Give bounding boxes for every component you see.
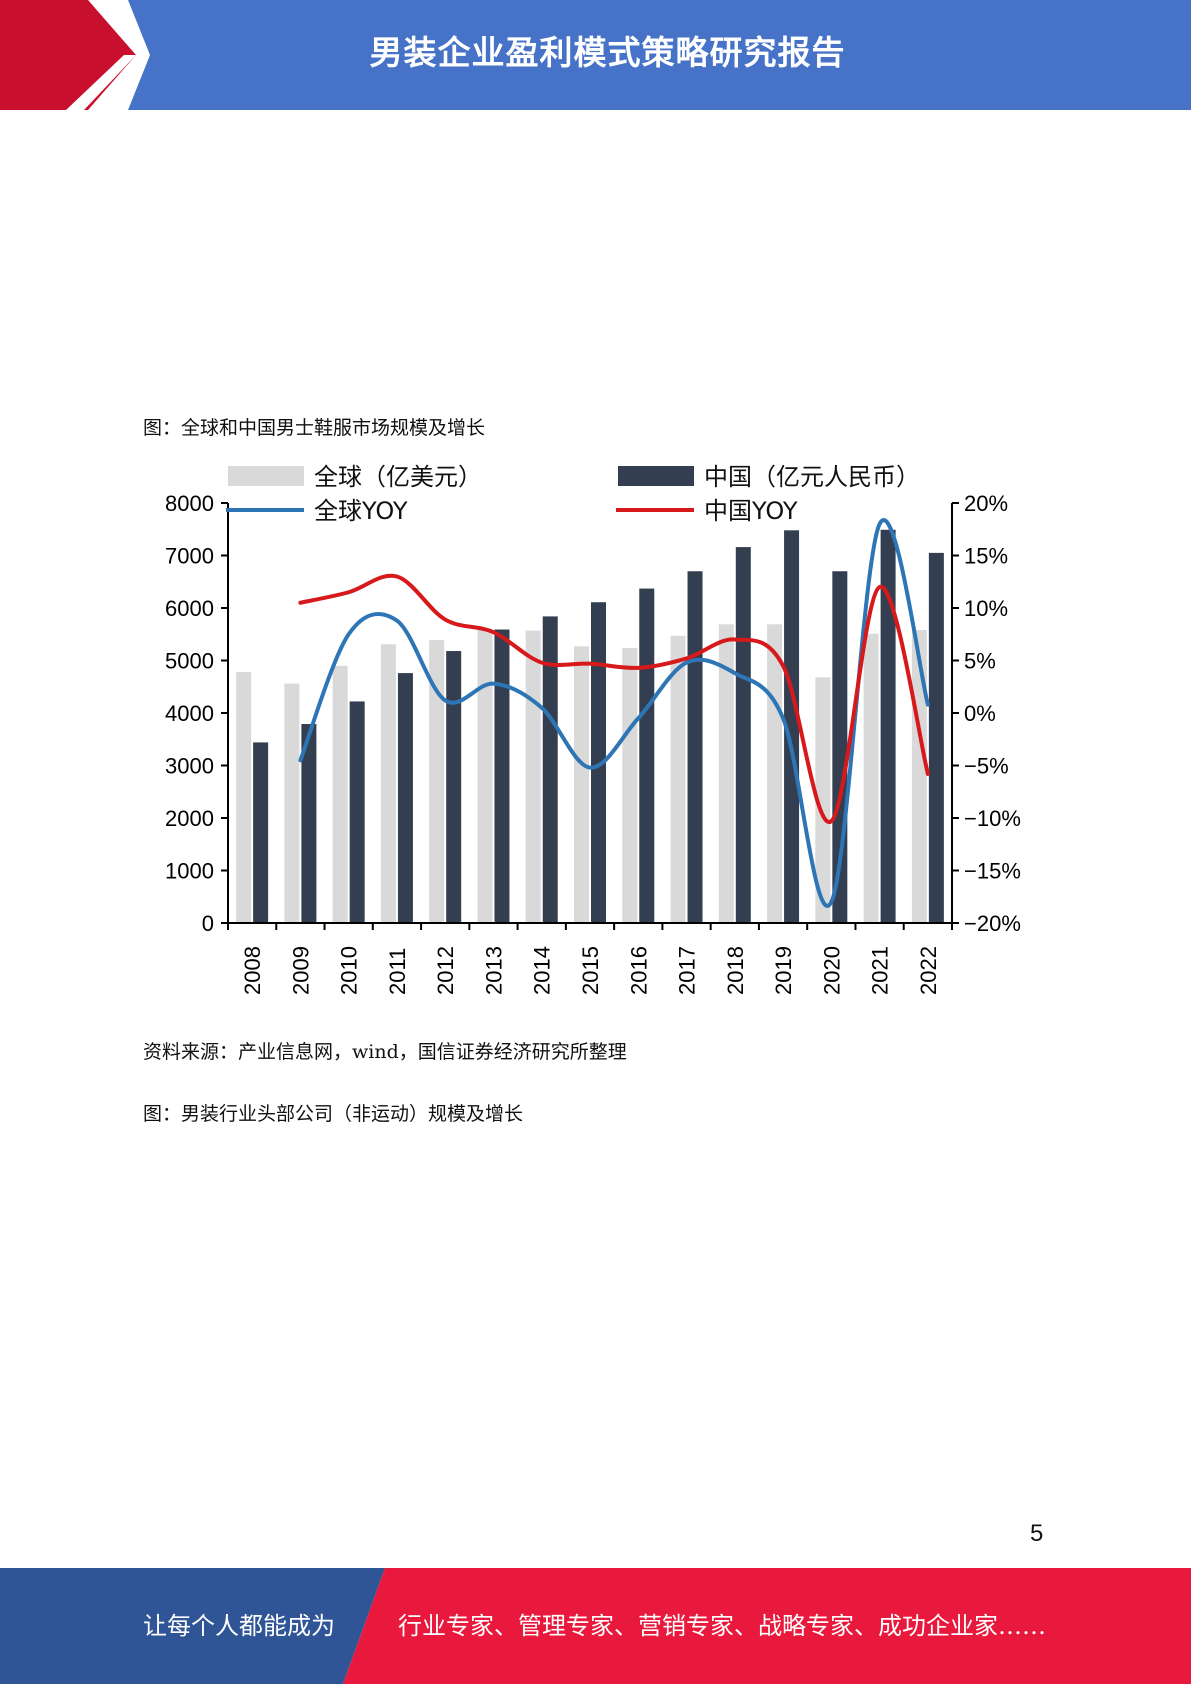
right-tick-label: 20% [964, 491, 1008, 516]
right-tick-label: −20% [964, 911, 1021, 936]
footer-graphic [0, 1568, 1191, 1684]
source-caption: 资料来源：产业信息网，wind，国信证券经济研究所整理 [143, 1041, 627, 1063]
legend-label-3: 中国YOY [704, 497, 798, 525]
footer-left-panel [0, 1568, 385, 1684]
bar-china-2021 [880, 529, 896, 923]
x-tick-label-2009: 2009 [288, 946, 313, 995]
bar-global-2014 [525, 630, 541, 923]
right-tick-label: −5% [964, 754, 1009, 779]
x-tick-label-2011: 2011 [385, 948, 410, 995]
bar-china-2010 [349, 701, 365, 923]
left-tick-label: 7000 [165, 544, 214, 569]
legend-label-2: 全球YOY [314, 497, 408, 525]
left-tick-label: 3000 [165, 754, 214, 779]
legend-label-0: 全球（亿美元） [314, 463, 482, 491]
left-tick-label: 5000 [165, 649, 214, 674]
bar-global-2017 [670, 635, 686, 923]
x-tick-label-2022: 2022 [916, 946, 941, 995]
market-chart-svg: 0 1000 2000 3000 4000 5000 6000 7000 8000 −20% −15… [165, 463, 1021, 995]
legend-label-1: 中国（亿元人民币） [704, 463, 920, 491]
bar-china-2015 [591, 602, 606, 923]
bar-global-2008 [236, 672, 252, 923]
bar-global-2019 [767, 624, 783, 923]
x-tick-label-2017: 2017 [675, 946, 700, 995]
x-tick-label-2021: 2021 [868, 946, 893, 995]
bar-china-2022 [928, 552, 944, 923]
header-graphic [0, 0, 150, 110]
x-tick-label-2014: 2014 [530, 946, 555, 995]
bar-global-2012 [429, 640, 445, 923]
right-tick-label: 0% [964, 701, 996, 726]
bar-global-2022 [911, 630, 927, 923]
bar-china-2018 [735, 547, 751, 923]
page-footer: 让每个人都能成为 行业专家、管理专家、营销专家、战略专家、成功企业家…… [0, 1568, 1191, 1684]
footer-slogan-left: 让每个人都能成为 [143, 1612, 335, 1640]
left-tick-label: 1000 [165, 859, 214, 884]
legend-swatch-0 [228, 466, 304, 486]
bar-china-2019 [784, 530, 800, 923]
bar-global-2010 [332, 665, 348, 923]
right-tick-label: −10% [964, 806, 1021, 831]
x-tick-label-2013: 2013 [481, 946, 506, 995]
right-tick-label: 10% [964, 596, 1008, 621]
bar-china-2014 [542, 616, 558, 923]
bar-global-2015 [574, 646, 589, 923]
left-tick-label: 4000 [165, 701, 214, 726]
right-tick-label: −15% [964, 859, 1021, 884]
x-tick-label-2018: 2018 [723, 946, 748, 995]
footer-slogan-right: 行业专家、管理专家、营销专家、战略专家、成功企业家…… [398, 1612, 1046, 1640]
bar-global-2021 [863, 633, 879, 923]
footer-right-panel [343, 1568, 1191, 1684]
page-header: 男装企业盈利模式策略研究报告 [0, 0, 1191, 110]
bar-global-2018 [718, 624, 734, 923]
left-tick-label: 8000 [165, 491, 214, 516]
bar-china-2011 [397, 673, 413, 923]
x-tick-label-2008: 2008 [240, 946, 265, 995]
bar-global-2011 [380, 644, 396, 923]
bar-global-2013 [477, 629, 493, 923]
header-title: 男装企业盈利模式策略研究报告 [369, 33, 846, 72]
bar-global-2016 [622, 647, 638, 923]
bar-china-2017 [687, 571, 703, 923]
left-tick-label: 2000 [165, 806, 214, 831]
bar-china-2008 [253, 742, 269, 923]
x-tick-label-2010: 2010 [337, 946, 362, 995]
bar-china-2016 [639, 588, 655, 923]
figure2-caption: 图：男装行业头部公司（非运动）规模及增长 [143, 1103, 524, 1125]
page-number: 5 [1030, 1520, 1044, 1547]
left-tick-label: 0 [202, 911, 214, 936]
bar-global-2009 [284, 683, 300, 923]
header-chevron-stripe [66, 55, 136, 110]
figure1-caption: 图：全球和中国男士鞋服市场规模及增长 [143, 417, 486, 439]
x-tick-label-2015: 2015 [578, 946, 603, 995]
x-tick-label-2012: 2012 [433, 946, 458, 995]
market-chart: 0 1000 2000 3000 4000 5000 6000 7000 8000 −20% −15… [140, 458, 1040, 1008]
left-tick-label: 6000 [165, 596, 214, 621]
right-tick-label: 15% [964, 544, 1008, 569]
bar-china-2012 [446, 651, 462, 923]
x-tick-label-2020: 2020 [819, 946, 844, 995]
x-tick-label-2019: 2019 [771, 946, 796, 995]
legend-swatch-1 [618, 466, 694, 486]
bar-global-2020 [815, 677, 831, 923]
bar-china-2009 [301, 724, 317, 923]
line-china-yoy [298, 573, 930, 824]
right-tick-label: 5% [964, 649, 996, 674]
x-tick-label-2016: 2016 [626, 946, 651, 995]
bar-china-2013 [494, 629, 510, 923]
